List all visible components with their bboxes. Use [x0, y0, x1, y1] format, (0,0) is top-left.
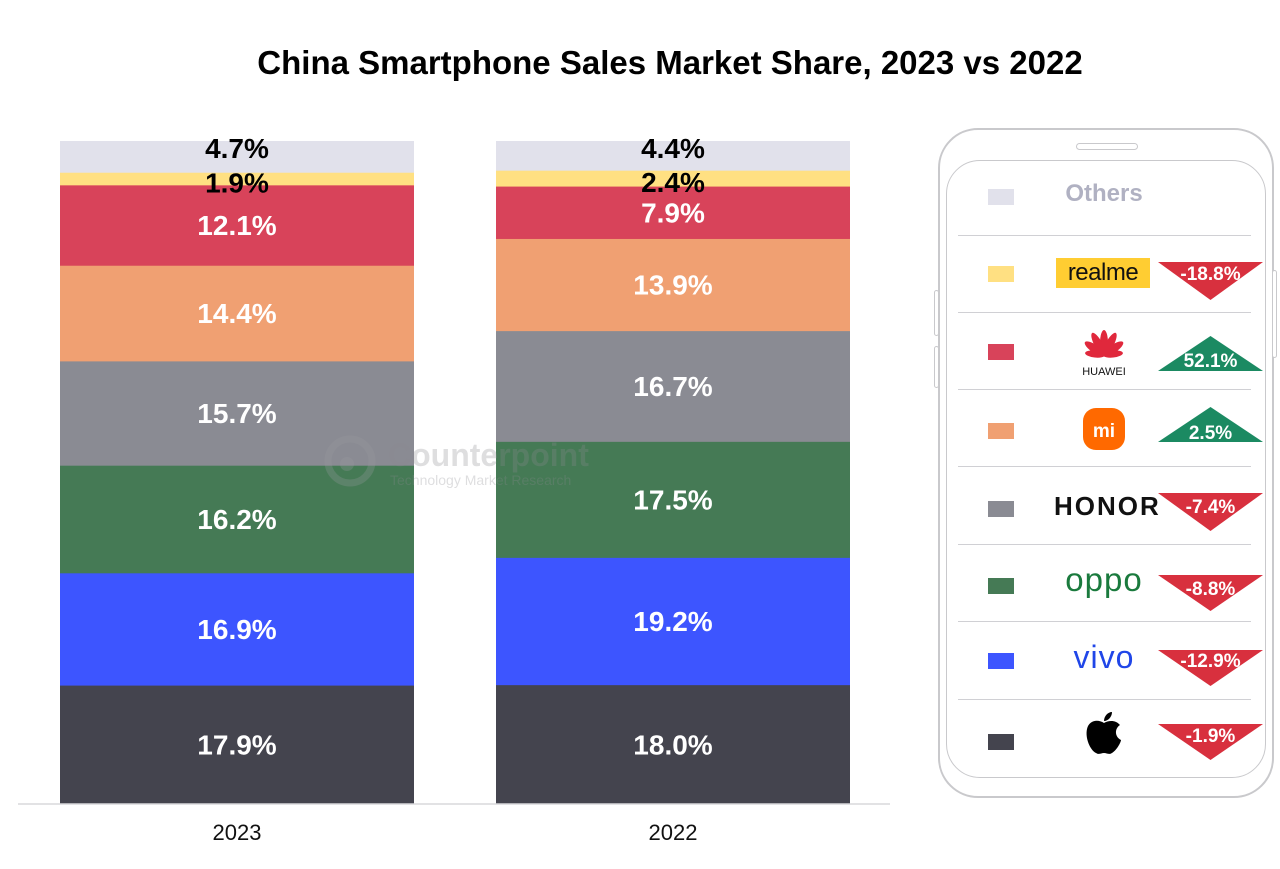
- legend-row-apple: -1.9%: [958, 699, 1263, 777]
- bar-segment-huawei-2023: [60, 184, 414, 266]
- watermark-name: Counterpoint: [388, 437, 589, 473]
- change-value-xiaomi: 2.5%: [1189, 423, 1232, 444]
- bar-segment-others-2023: [60, 141, 414, 173]
- bar-segment-xiaomi-2023: [60, 265, 414, 362]
- phone-speaker: [1076, 143, 1138, 150]
- data-label-oppo-2023: 16.2%: [197, 504, 276, 535]
- huawei-wordmark: HUAWEI: [1082, 366, 1126, 377]
- change-indicator-realme: -18.8%: [1158, 262, 1263, 300]
- data-label-oppo-2022: 17.5%: [633, 484, 712, 515]
- change-value-honor: -7.4%: [1186, 497, 1236, 518]
- data-label-honor-2023: 15.7%: [197, 398, 276, 429]
- data-label-realme-2022: 2.4%: [641, 167, 705, 198]
- data-label-others-2023: 4.7%: [205, 133, 269, 164]
- vivo-logo: vivo: [1073, 639, 1135, 675]
- data-label-realme-2023: 1.9%: [205, 168, 269, 199]
- change-value-huawei: 52.1%: [1184, 351, 1238, 372]
- change-value-apple: -1.9%: [1186, 726, 1236, 747]
- honor-logo: HONOR: [1054, 491, 1161, 521]
- phone-side-button: [934, 346, 939, 388]
- up-triangle-icon: [1158, 336, 1263, 371]
- data-label-huawei-2022: 7.9%: [641, 197, 705, 228]
- data-label-honor-2022: 16.7%: [633, 371, 712, 402]
- down-triangle-icon: [1158, 724, 1263, 760]
- legend-row-honor: HONOR -7.4%: [958, 466, 1263, 544]
- legend-phone-frame: [938, 128, 1274, 798]
- bar-segment-oppo-2023: [60, 465, 414, 574]
- change-indicator-xiaomi: 2.5%: [1158, 407, 1263, 444]
- watermark-tagline: Technology Market Research: [390, 472, 571, 488]
- watermark: Counterpoint Technology Market Research: [324, 435, 589, 488]
- data-label-apple-2022: 18.0%: [633, 729, 712, 760]
- brand-others-label: Others: [1065, 180, 1143, 207]
- legend-swatch-others: [988, 189, 1014, 205]
- apple-logo-icon: [1086, 712, 1121, 754]
- change-indicator-apple: -1.9%: [1158, 724, 1263, 760]
- realme-logo: realme: [1056, 258, 1150, 288]
- legend-swatch-oppo: [988, 578, 1014, 594]
- xiaomi-wordmark: mi: [1093, 421, 1115, 442]
- change-indicator-oppo: -8.8%: [1158, 575, 1263, 611]
- bar-segment-apple-2023: [60, 685, 414, 805]
- legend-row-others: Others: [958, 158, 1251, 235]
- x-axis-tick-labels: 2023 2022: [213, 820, 698, 845]
- xiaomi-logo: mi: [1083, 408, 1125, 450]
- down-triangle-icon: [1158, 575, 1263, 611]
- legend-row-oppo: oppo -8.8%: [958, 544, 1263, 622]
- phone-side-button: [1272, 270, 1277, 358]
- bar-segment-realme-2023: [60, 172, 414, 186]
- oppo-logo: oppo: [1065, 561, 1143, 598]
- bar-segment-apple-2022: [496, 684, 850, 805]
- bar-segment-vivo-2023: [60, 572, 414, 686]
- legend-row-huawei: HUAWEI 52.1%: [958, 312, 1263, 390]
- x-tick-label-2023: 2023: [213, 820, 262, 845]
- legend-swatch-huawei: [988, 344, 1014, 360]
- bar-segment-oppo-2022: [496, 441, 850, 558]
- bar-segment-vivo-2022: [496, 557, 850, 686]
- bar-segment-honor-2022: [496, 330, 850, 442]
- bar-segment-xiaomi-2022: [496, 238, 850, 332]
- bar-segment-honor-2023: [60, 360, 414, 466]
- data-label-others-2022: 4.4%: [641, 133, 705, 164]
- down-triangle-icon: [1158, 650, 1263, 686]
- data-label-vivo-2022: 19.2%: [633, 606, 712, 637]
- bar-segment-huawei-2022: [496, 186, 850, 239]
- data-label-xiaomi-2022: 13.9%: [633, 270, 712, 301]
- legend-swatch-apple: [988, 734, 1014, 750]
- legend-swatch-xiaomi: [988, 423, 1014, 439]
- change-indicator-vivo: -12.9%: [1158, 650, 1263, 686]
- legend-row-xiaomi: mi 2.5%: [958, 389, 1263, 467]
- bars-layer: 17.9% 16.9% 16.2% 15.7% 14.4% 12.1% 1.9% 4.7% 18…: [60, 133, 850, 805]
- up-triangle-icon: [1158, 407, 1263, 442]
- stacked-bar-chart: 17.9% 16.9% 16.2% 15.7% 14.4% 12.1% 1.9% 4.7% 18…: [18, 133, 890, 845]
- data-label-huawei-2023: 12.1%: [197, 210, 276, 241]
- phone-side-button: [934, 290, 939, 336]
- down-triangle-icon: [1158, 493, 1263, 531]
- down-triangle-icon: [1158, 262, 1263, 300]
- data-label-xiaomi-2023: 14.4%: [197, 298, 276, 329]
- legend-swatch-honor: [988, 501, 1014, 517]
- legend-swatch-vivo: [988, 653, 1014, 669]
- data-label-apple-2023: 17.9%: [197, 730, 276, 761]
- legend-row-realme: realme -18.8%: [958, 235, 1263, 313]
- change-value-oppo: -8.8%: [1186, 579, 1236, 600]
- chart-title: China Smartphone Sales Market Share, 202…: [257, 44, 1083, 81]
- change-indicator-honor: -7.4%: [1158, 493, 1263, 531]
- change-value-realme: -18.8%: [1180, 264, 1240, 285]
- change-indicator-huawei: 52.1%: [1158, 336, 1263, 372]
- legend-swatch-realme: [988, 266, 1014, 282]
- phone-screen: [946, 160, 1266, 778]
- change-value-vivo: -12.9%: [1180, 651, 1240, 672]
- legend-row-vivo: vivo -12.9%: [958, 621, 1263, 699]
- bar-segment-others-2022: [496, 141, 850, 171]
- bar-segment-realme-2022: [496, 170, 850, 187]
- data-label-vivo-2023: 16.9%: [197, 614, 276, 645]
- x-tick-label-2022: 2022: [649, 820, 698, 845]
- huawei-logo: HUAWEI: [1082, 330, 1126, 377]
